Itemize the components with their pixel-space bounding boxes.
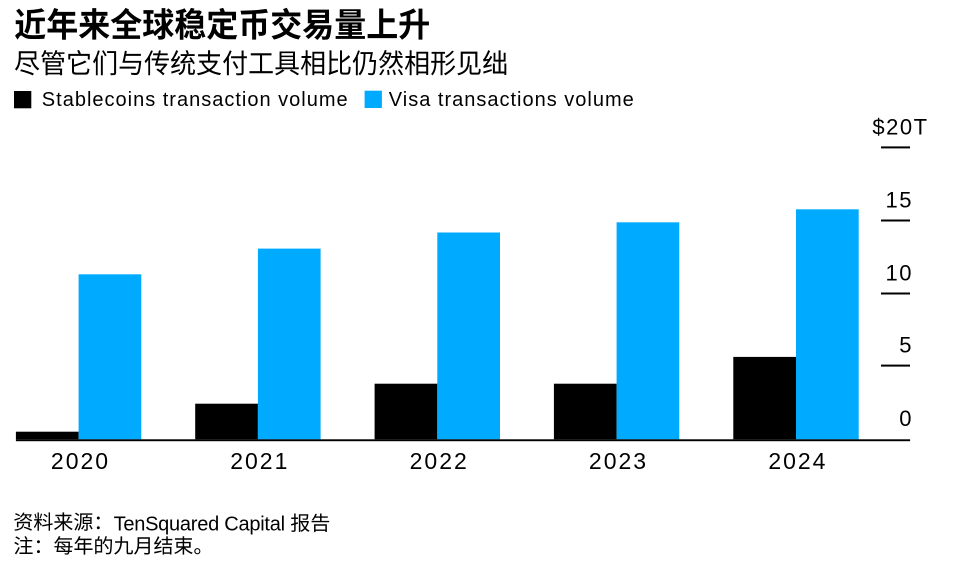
svg-text:2020: 2020	[51, 448, 110, 474]
svg-text:$20T: $20T	[872, 115, 928, 140]
svg-text:TenSquared Capital: TenSquared Capital	[114, 513, 285, 535]
svg-text:5: 5	[899, 332, 913, 357]
svg-text:2022: 2022	[410, 448, 469, 474]
svg-text:2024: 2024	[768, 448, 827, 474]
svg-text:0: 0	[899, 406, 913, 431]
svg-text:2021: 2021	[230, 448, 289, 474]
svg-text:10: 10	[886, 260, 913, 285]
svg-text:Visa transactions volume: Visa transactions volume	[389, 89, 635, 111]
svg-text:15: 15	[886, 187, 913, 212]
svg-text:Stablecoins transaction volume: Stablecoins transaction volume	[42, 89, 349, 111]
svg-text:2023: 2023	[589, 448, 648, 474]
